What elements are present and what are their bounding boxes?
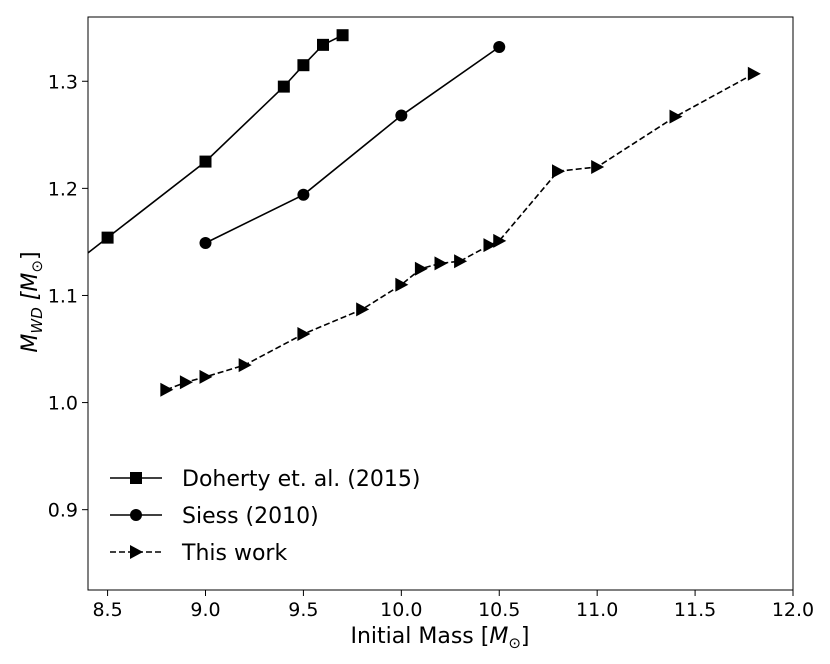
y-tick-label: 1.0 — [48, 393, 78, 415]
series-0 — [88, 29, 349, 254]
data-point — [483, 238, 497, 253]
x-axis-label-close: ] — [521, 624, 530, 649]
x-axis-label: Initial Mass [M⊙] — [351, 624, 530, 652]
x-tick-label: 8.5 — [92, 599, 122, 621]
x-tick-label: 12.0 — [772, 599, 814, 621]
series-1 — [199, 40, 506, 249]
data-point — [669, 109, 683, 124]
x-axis-ticks: 8.5 9.0 9.5 10.0 10.5 11.0 11.5 12.0 — [92, 590, 814, 621]
legend-marker — [130, 472, 142, 484]
data-point — [317, 38, 329, 51]
legend-marker — [130, 509, 142, 521]
x-tick-label: 11.0 — [576, 599, 618, 621]
data-point — [336, 29, 349, 42]
y-tick-label: 1.1 — [48, 285, 78, 307]
data-point — [591, 159, 605, 174]
y-axis-label-space — [18, 300, 43, 307]
x-tick-label: 9.0 — [190, 599, 220, 621]
data-point — [160, 382, 174, 397]
data-point — [454, 254, 468, 269]
y-axis-ticks: 0.9 1.0 1.1 1.2 1.3 — [48, 71, 88, 522]
x-axis-label-unit-sub: ⊙ — [508, 634, 521, 652]
x-tick-label: 11.5 — [674, 599, 716, 621]
data-point — [297, 59, 310, 72]
legend-item: This work — [110, 541, 287, 566]
y-axis-label-symbol: M — [18, 334, 43, 353]
y-axis-label-close: ] — [18, 251, 43, 260]
series-line — [166, 73, 755, 391]
y-tick-label: 0.9 — [48, 500, 78, 522]
x-tick-label: 10.0 — [380, 599, 422, 621]
plot-frame — [87, 16, 794, 591]
data-point — [297, 188, 310, 201]
y-axis-label-unit-sub: ⊙ — [28, 260, 46, 273]
series-2 — [160, 66, 761, 397]
y-axis-label-unit: [M — [18, 273, 43, 301]
data-point — [101, 231, 114, 244]
y-tick-label: 1.3 — [48, 71, 78, 93]
data-point — [199, 236, 212, 249]
data-point — [747, 66, 761, 81]
x-tick-label: 9.5 — [288, 599, 318, 621]
data-point — [199, 369, 213, 384]
data-point — [179, 375, 193, 390]
x-axis-label-text: Initial Mass [ — [351, 624, 490, 649]
legend-label: Siess (2010) — [182, 504, 319, 529]
data-point — [395, 277, 409, 292]
legend-item: Doherty et. al. (2015) — [110, 467, 420, 492]
legend-label: Doherty et. al. (2015) — [182, 467, 420, 492]
legend: Doherty et. al. (2015) Siess (2010) This w… — [110, 467, 420, 566]
data-point — [493, 233, 507, 248]
data-point — [277, 80, 290, 93]
x-tick-label: 10.5 — [478, 599, 520, 621]
data-point — [356, 302, 370, 317]
legend-item: Siess (2010) — [110, 504, 319, 529]
data-point — [552, 164, 565, 179]
x-axis-label-unit: M — [489, 624, 508, 649]
data-point — [199, 155, 212, 168]
legend-label: This work — [181, 541, 287, 566]
legend-marker — [130, 545, 143, 559]
data-point — [434, 256, 448, 271]
y-tick-label: 1.2 — [48, 178, 78, 200]
series-line — [205, 46, 500, 244]
data-point — [414, 261, 428, 276]
series-layer — [88, 29, 761, 397]
y-axis-label-sub: WD — [28, 307, 46, 333]
data-point — [395, 109, 408, 122]
data-point — [297, 327, 311, 342]
y-axis-label: MWD [M⊙] — [18, 251, 46, 352]
data-point — [493, 40, 506, 53]
data-point — [238, 358, 252, 373]
